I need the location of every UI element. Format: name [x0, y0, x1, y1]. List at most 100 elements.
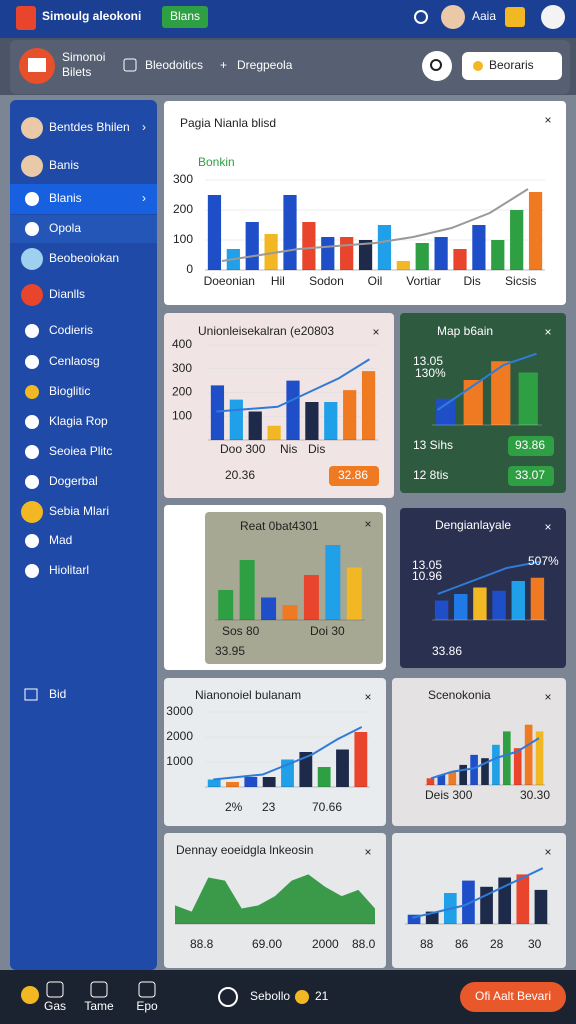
nav-label[interactable]: Tame [84, 999, 114, 1013]
trend-line [216, 358, 371, 413]
sidebar-icon [25, 534, 39, 548]
bar [264, 234, 278, 270]
close-button[interactable]: × [544, 845, 551, 859]
bar [286, 380, 300, 440]
bar [358, 240, 373, 270]
sidebar-icon [21, 284, 43, 306]
bar [262, 777, 276, 787]
sidebar-item[interactable]: Seoiea Plitc [49, 444, 112, 458]
search-button[interactable] [462, 52, 562, 80]
nav-label[interactable]: Epo [136, 999, 158, 1013]
close-button[interactable]: × [544, 113, 551, 127]
card-label: Doo 300 [220, 442, 266, 456]
sidebar-icon [21, 155, 43, 177]
profile-button[interactable] [541, 5, 565, 29]
area [175, 874, 375, 924]
close-button[interactable]: × [544, 690, 551, 704]
bar [436, 398, 456, 425]
brand-line: Bilets [62, 65, 91, 79]
card-label: Nis [280, 442, 297, 456]
bar [245, 222, 259, 270]
bell-icon[interactable] [414, 10, 428, 24]
sidebar-icon [21, 501, 43, 523]
nav-label[interactable]: Gas [44, 999, 66, 1013]
sidebar-item[interactable]: Opola [49, 221, 81, 235]
trend-line [213, 726, 363, 781]
bar [305, 402, 319, 440]
bar [244, 777, 258, 787]
sidebar-item[interactable]: Banis [49, 158, 79, 172]
card-label: 33.86 [432, 644, 462, 658]
close-button[interactable]: × [544, 520, 551, 534]
trend-line [221, 188, 529, 262]
x-tick-label: Dis [463, 274, 480, 288]
bar [481, 758, 489, 785]
card-label: 13 Sihs [413, 438, 453, 452]
notification-icon[interactable] [505, 7, 525, 27]
nav-logo [21, 986, 39, 1004]
y-tick-label: 200 [172, 385, 192, 399]
avatar[interactable] [441, 5, 465, 29]
bar [377, 225, 392, 270]
card [164, 678, 386, 826]
card-label: Deis 300 [425, 788, 473, 802]
y-tick-label: 100 [172, 408, 192, 422]
card-title: Pagia Nianla blisd [180, 116, 276, 130]
card-label: 130% [415, 366, 446, 380]
tab[interactable]: Bleodoitics [145, 58, 203, 72]
bar [492, 590, 506, 620]
bar [415, 243, 429, 270]
x-tick-label: Sodon [309, 274, 344, 288]
close-button[interactable]: × [364, 517, 371, 531]
bar [218, 590, 234, 620]
sidebar-icon [25, 475, 39, 489]
bar [498, 877, 512, 924]
sidebar-item[interactable]: Dianlls [49, 287, 85, 301]
sidebar-footer[interactable]: Bid [49, 687, 66, 701]
card-label: Sos 80 [222, 624, 260, 638]
sidebar-item[interactable]: Blanis [49, 191, 82, 205]
sidebar-item[interactable]: Mad [49, 533, 72, 547]
card-label: 33.07 [515, 468, 545, 482]
status-label: Sebollo [250, 989, 290, 1003]
bar [513, 748, 522, 785]
y-tick-label: 0 [186, 262, 193, 276]
card [392, 678, 566, 826]
bar [336, 749, 349, 787]
x-tick-label: Oil [368, 274, 383, 288]
value-pill [508, 436, 554, 456]
bar [283, 195, 297, 270]
sidebar-item[interactable]: Codieris [49, 323, 93, 337]
close-button[interactable]: × [544, 325, 551, 339]
sidebar-item[interactable]: Sebia Mlari [49, 504, 109, 518]
card-title: Map b6ain [437, 324, 493, 338]
card-label: 507% [528, 554, 559, 568]
y-tick-label: 200 [173, 202, 193, 216]
bar [516, 874, 530, 924]
sidebar-item[interactable]: Bioglitic [49, 384, 90, 398]
close-button[interactable]: × [364, 845, 371, 859]
sidebar-item[interactable]: Hiolitarl [49, 563, 89, 577]
search-icon-button[interactable] [422, 51, 452, 81]
sidebar-item[interactable]: Klagia Rop [49, 414, 108, 428]
sidebar-item[interactable]: Cenlaosg [49, 354, 100, 368]
close-button[interactable]: × [372, 325, 379, 339]
close-button[interactable]: × [364, 690, 371, 704]
card-title: Dengianlayale [435, 518, 511, 532]
bar [340, 237, 354, 270]
bar [299, 752, 313, 787]
chevron: › [142, 191, 146, 205]
sidebar-item[interactable]: Beobeoiokan [49, 251, 119, 265]
sidebar-item[interactable]: Bentdes Bhilen [49, 120, 130, 134]
bar [210, 385, 225, 440]
badge[interactable] [162, 6, 208, 28]
tab[interactable]: Dregpeola [237, 58, 293, 72]
trend-line [430, 737, 540, 780]
action-button[interactable] [460, 982, 566, 1012]
bar [343, 390, 357, 440]
bar [261, 597, 277, 620]
sidebar-item[interactable]: Dogerbal [49, 474, 98, 488]
card-label: 69.00 [252, 937, 282, 951]
sidebar-icon [25, 415, 39, 429]
